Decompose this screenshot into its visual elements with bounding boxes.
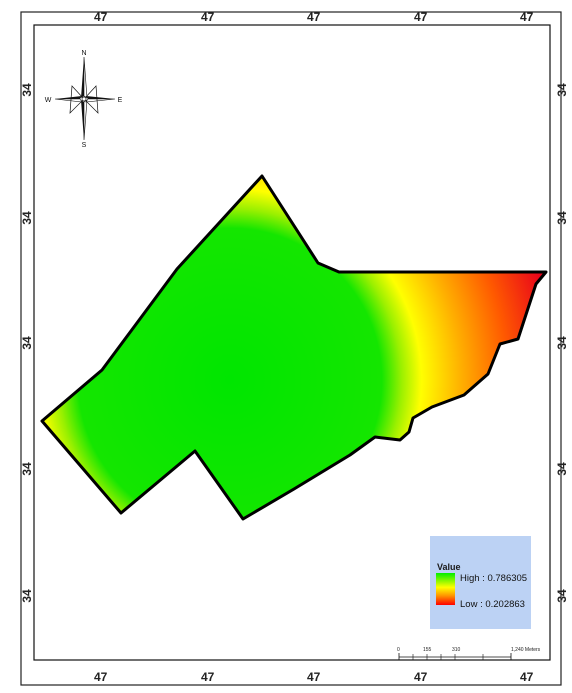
top-lon-label: 47 (307, 10, 321, 24)
legend-low-label: Low : 0.202863 (460, 599, 525, 610)
left-lat-label: 34 (20, 336, 34, 350)
outer-frame (20, 11, 562, 686)
compass-n-label: N (81, 50, 86, 57)
scale-bar (398, 653, 512, 660)
compass-s-label: S (82, 142, 87, 149)
scale-label-3: 1,240 Meters (511, 647, 541, 653)
right-lat-label: 34 (555, 211, 569, 225)
top-lon-label: 47 (520, 10, 534, 24)
bottom-lon-label: 47 (201, 670, 215, 684)
left-lat-label: 34 (20, 589, 34, 603)
right-lat-label: 34 (555, 589, 569, 603)
bottom-lon-label: 47 (520, 670, 534, 684)
legend-title: Value (437, 562, 461, 572)
legend-color-ramp (436, 573, 455, 605)
right-lat-label: 34 (555, 83, 569, 97)
legend-high-label: High : 0.786305 (460, 573, 527, 584)
left-lat-label: 34 (20, 462, 34, 476)
right-lat-label: 34 (555, 462, 569, 476)
bottom-lon-label: 47 (307, 670, 321, 684)
inner-frame (33, 24, 551, 661)
top-lon-label: 47 (414, 10, 428, 24)
scale-label-1: 155 (423, 647, 432, 653)
scale-label-2: 310 (452, 647, 461, 653)
top-lon-label: 47 (94, 10, 108, 24)
bottom-lon-label: 47 (414, 670, 428, 684)
top-lon-label: 47 (201, 10, 215, 24)
compass-rose-icon (54, 56, 116, 141)
study-area-polygon (40, 174, 548, 521)
scale-label-0: 0 (397, 647, 400, 653)
legend: Value High : 0.786305 Low : 0.202863 (430, 536, 531, 629)
left-lat-label: 34 (20, 211, 34, 225)
bottom-lon-label: 47 (94, 670, 108, 684)
left-lat-label: 34 (20, 83, 34, 97)
compass-w-label: W (45, 97, 52, 104)
right-lat-label: 34 (555, 336, 569, 350)
compass-e-label: E (118, 97, 123, 104)
